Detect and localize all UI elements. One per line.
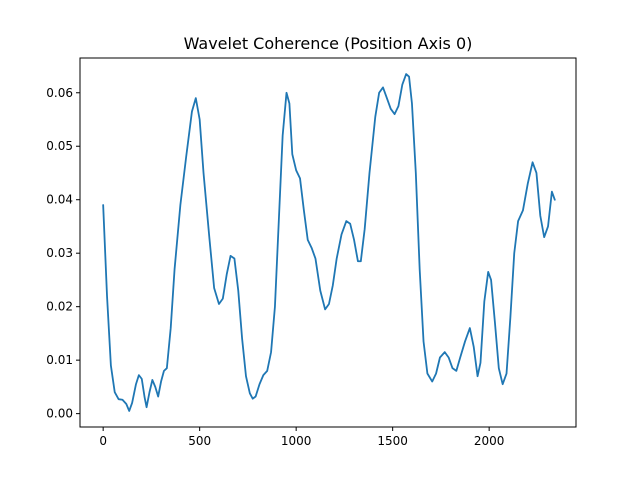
plot-area [102, 73, 556, 412]
x-tick-label: 2000 [474, 434, 505, 448]
y-tick-label: 0.00 [46, 407, 73, 421]
x-tick-label: 1500 [377, 434, 408, 448]
x-tick-label: 1000 [281, 434, 312, 448]
axes-frame [79, 57, 577, 428]
y-tick-label: 0.06 [46, 86, 73, 100]
y-tick-label: 0.04 [46, 193, 73, 207]
chart-title: Wavelet Coherence (Position Axis 0) [184, 34, 473, 53]
y-tick-label: 0.01 [46, 353, 73, 367]
x-tick-label: 0 [99, 434, 107, 448]
y-tick-label: 0.03 [46, 246, 73, 260]
x-axis: 0 500 1000 1500 2000 [99, 427, 504, 448]
series-line [102, 73, 556, 412]
y-tick-label: 0.02 [46, 300, 73, 314]
y-axis: 0.00 0.01 0.02 0.03 0.04 0.05 0.06 [46, 86, 80, 421]
x-tick-label: 500 [188, 434, 211, 448]
y-tick-label: 0.05 [46, 139, 73, 153]
